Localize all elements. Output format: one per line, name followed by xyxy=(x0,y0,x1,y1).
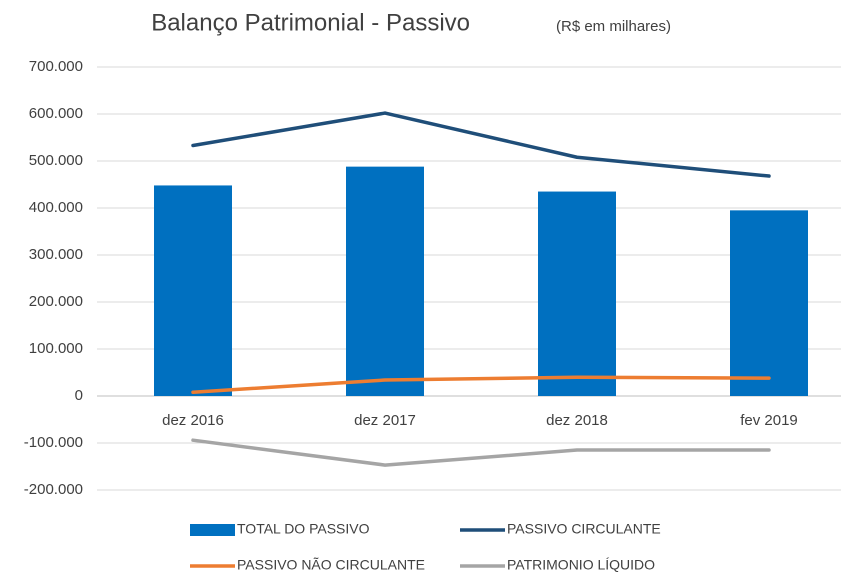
y-tick-label: -100.000 xyxy=(24,434,83,451)
y-tick-label: 0 xyxy=(75,387,83,404)
legend-label: PASSIVO CIRCULANTE xyxy=(507,521,661,537)
bar xyxy=(538,191,616,396)
y-tick-label: 700.000 xyxy=(29,58,83,75)
line-series xyxy=(191,111,771,178)
line-series xyxy=(191,438,771,467)
line-series xyxy=(191,375,771,394)
y-tick-label: 200.000 xyxy=(29,293,83,310)
x-tick-label: dez 2018 xyxy=(546,412,608,429)
legend-swatch xyxy=(190,524,235,536)
y-tick-label: 300.000 xyxy=(29,246,83,263)
legend-label: PASSIVO NÃO CIRCULANTE xyxy=(237,557,425,573)
x-tick-label: dez 2017 xyxy=(354,412,416,429)
x-tick-label: fev 2019 xyxy=(740,412,798,429)
bar xyxy=(730,210,808,396)
y-tick-label: 500.000 xyxy=(29,152,83,169)
y-tick-label: 600.000 xyxy=(29,105,83,122)
y-tick-label: -200.000 xyxy=(24,481,83,498)
chart-title: Balanço Patrimonial - Passivo xyxy=(151,9,470,36)
bar xyxy=(346,166,424,396)
y-tick-label: 400.000 xyxy=(29,199,83,216)
bar xyxy=(154,185,232,396)
legend-label: TOTAL DO PASSIVO xyxy=(237,521,370,537)
legend-label: PATRIMONIO LÍQUIDO xyxy=(507,557,655,573)
x-tick-label: dez 2016 xyxy=(162,412,224,429)
chart-subtitle: (R$ em milhares) xyxy=(556,18,671,35)
y-tick-label: 100.000 xyxy=(29,340,83,357)
